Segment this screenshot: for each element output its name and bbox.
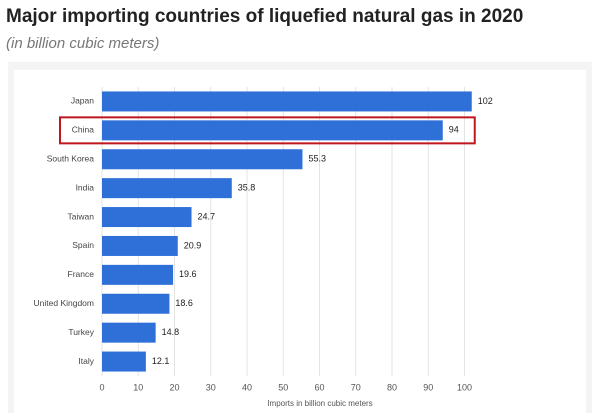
y-tick-label: Spain: [72, 240, 94, 250]
x-tick-label: 100: [457, 382, 472, 392]
x-tick-label: 60: [314, 382, 324, 392]
chart-title: Major importing countries of liquefied n…: [6, 6, 523, 27]
y-tick-label: Taiwan: [68, 211, 95, 221]
bar: [102, 120, 443, 141]
bar: [102, 264, 174, 285]
bar: [102, 149, 303, 170]
marks: Japan 102 China 94 South Korea 55.3 India 35.8 T…: [34, 91, 493, 372]
bar: [102, 322, 156, 343]
y-tick-label: South Korea: [47, 154, 95, 164]
value-label: 24.7: [198, 211, 216, 221]
bar: [102, 293, 170, 314]
highlight-box: [59, 116, 476, 145]
value-label: 19.6: [179, 269, 197, 279]
value-label: 55.3: [308, 154, 326, 164]
value-label: 94: [449, 125, 459, 135]
x-tick-label: 40: [242, 382, 252, 392]
y-tick-label: Italy: [78, 356, 94, 366]
y-tick-label: Japan: [71, 96, 94, 106]
y-tick-label: India: [76, 182, 95, 192]
x-axis-label: Imports in billion cubic meters: [267, 399, 372, 408]
x-tick-label: 10: [133, 382, 143, 392]
value-label: 18.6: [175, 298, 193, 308]
bar: [102, 351, 146, 372]
y-tick-label: France: [68, 269, 95, 279]
x-tick-label: 50: [278, 382, 288, 392]
value-label: 12.1: [152, 356, 170, 366]
value-label: 20.9: [184, 240, 202, 250]
x-tick-label: 20: [169, 382, 179, 392]
x-tick-label: 80: [387, 382, 397, 392]
value-label: 102: [478, 96, 493, 106]
x-tick-label: 0: [99, 382, 104, 392]
chart-subtitle: (in billion cubic meters): [6, 35, 159, 52]
x-tick-label: 90: [423, 382, 433, 392]
y-tick-label: Turkey: [68, 327, 94, 337]
x-tick-label: 70: [351, 382, 361, 392]
x-tick-label: 30: [206, 382, 216, 392]
value-label: 35.8: [238, 183, 256, 193]
bar: [102, 91, 472, 112]
bar: [102, 235, 178, 256]
y-tick-label: United Kingdom: [34, 298, 94, 308]
y-tick-label: China: [72, 125, 94, 135]
bar: [102, 207, 192, 228]
bar: [102, 178, 232, 199]
value-label: 14.8: [162, 327, 180, 337]
